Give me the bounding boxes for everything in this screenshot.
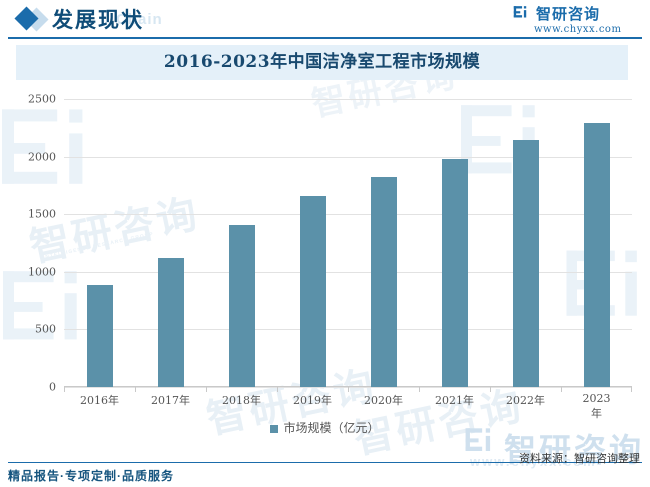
bar-2016年[interactable] [86,285,113,387]
x-axis-tick [135,387,136,392]
bar-2017年[interactable] [157,257,184,387]
gridline [64,214,632,216]
brand-lockup: 智研咨询 www.chyxx.com [512,3,642,37]
y-axis-tick-label: 1500 [28,207,56,221]
y-axis-tick-label: 2000 [28,150,56,164]
source-note: 资料来源：智研咨询整理 [519,453,640,465]
x-axis-tick-label: 2022年 [506,394,545,407]
bar-2019年[interactable] [299,196,326,387]
page-header: Chain 发展现状 智研咨询 www.chyxx.com [0,0,650,42]
gridline [64,99,632,100]
legend-swatch-market-size [270,425,279,433]
chart-title-band: 2016-2023年中国洁净室工程市场规模 [16,45,628,80]
y-axis-tick-label: 2500 [28,92,56,106]
bar-2022年[interactable] [512,140,539,387]
y-axis-tick-label: 500 [35,322,56,336]
x-axis-labels: 2016年 2017年 2018年 2019年 2020年 2021年 2022年 2023年 [64,392,632,420]
bar-2018年[interactable] [228,224,255,387]
x-axis-tick [206,387,207,392]
footer-divider [8,462,642,463]
x-axis-tick [348,387,349,392]
y-axis-labels: 0 500 1000 1500 2000 2500 [8,93,56,394]
chart-legend: 市场规模（亿元） [0,419,650,436]
zhiyan-logo-icon [512,4,530,22]
brand-url[interactable]: www.chyxx.com [534,24,622,35]
chart-title: 2016-2023年中国洁净室工程市场规模 [163,52,481,72]
y-axis-tick-label: 0 [49,380,56,394]
x-axis-tick-label: 2016年 [80,394,119,407]
bar-2020年[interactable] [370,177,397,387]
bar-2021年[interactable] [441,158,468,387]
x-axis-tick-label: 2020年 [364,394,403,407]
x-axis-line [64,386,632,387]
footer-tagline: 精品报告·专项定制·品质服务 [8,469,174,483]
bar-2023年[interactable] [583,122,610,387]
x-axis-tick [64,387,65,392]
x-axis-tick-label: 2018年 [222,394,261,407]
x-axis-tick-label: 2023年 [582,392,611,420]
gridline [64,329,632,331]
x-axis-tick-label: 2017年 [151,394,190,407]
header-subtitle: Chain [116,11,163,28]
chart-plot-area [64,99,632,388]
x-axis-ticks [64,387,632,393]
gridline [64,271,632,273]
x-axis-tick [419,387,420,392]
x-axis-tick [490,387,491,392]
x-axis-tick [631,387,632,392]
x-axis-tick [561,387,562,392]
x-axis-tick-label: 2019年 [293,394,332,407]
diamond-bullet-icon [14,6,54,32]
gridline [64,156,632,158]
brand-name: 智研咨询 [536,6,601,23]
page-title: 发展现状 [52,7,144,32]
legend-label-market-size[interactable]: 市场规模（亿元） [283,421,380,435]
x-axis-tick [277,387,278,392]
y-axis-tick-label: 1000 [28,265,56,279]
header-divider [8,37,642,39]
x-axis-tick-label: 2021年 [435,394,474,407]
